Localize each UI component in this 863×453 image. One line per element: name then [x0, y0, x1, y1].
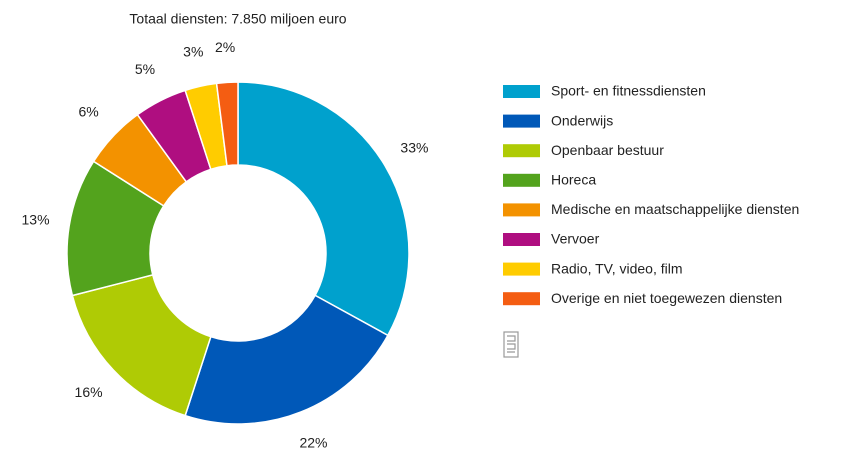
data-label: 22%	[299, 434, 327, 448]
legend-swatch	[503, 114, 540, 128]
cbs-logo	[503, 331, 519, 358]
legend-label: Medische en maatschappelijke diensten	[551, 201, 799, 217]
donut-segment	[237, 81, 410, 337]
chart-title: Totaal diensten: 7.850 miljoen euro	[129, 11, 346, 27]
legend-label: Openbaar bestuur	[551, 142, 664, 158]
data-label: 5%	[135, 61, 155, 77]
legend-swatch	[503, 144, 540, 158]
donut-segment	[215, 81, 239, 167]
data-label: 6%	[78, 103, 98, 119]
legend-swatch	[503, 233, 540, 246]
legend-label: Horeca	[551, 172, 596, 188]
legend-swatch	[503, 262, 540, 276]
legend-label: Vervoer	[551, 231, 600, 247]
legend-label: Sport- en fitnessdiensten	[551, 83, 706, 99]
legend-swatch	[503, 292, 540, 306]
legend-label: Radio, TV, video, film	[551, 260, 683, 276]
donut-segment	[184, 294, 389, 425]
legend-label: Onderwijs	[551, 112, 613, 128]
data-label: 16%	[75, 384, 103, 400]
legend-swatch	[503, 173, 540, 187]
data-label: 13%	[22, 212, 50, 228]
legend-swatch	[503, 85, 540, 98]
legend-label: Overige en niet toegewezen diensten	[551, 290, 782, 306]
data-label: 2%	[215, 39, 235, 55]
legend-swatch	[503, 203, 540, 217]
data-label: 33%	[400, 139, 428, 155]
data-label: 3%	[183, 44, 203, 60]
